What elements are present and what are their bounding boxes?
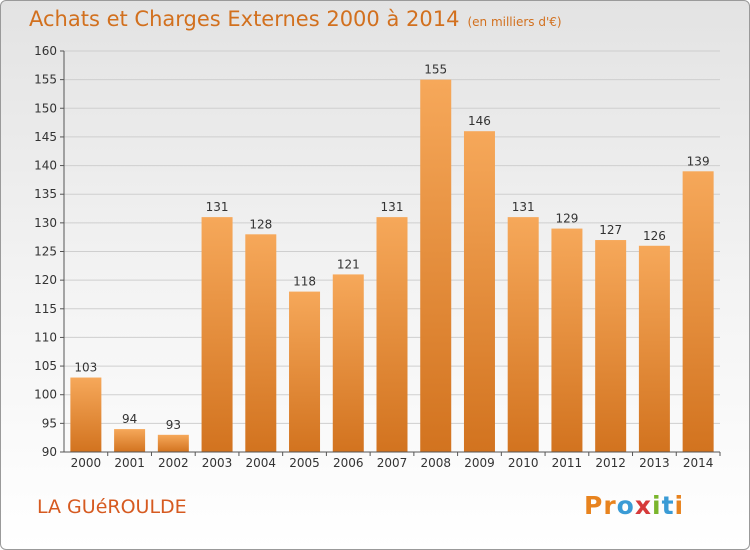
x-tick-label: 2012	[595, 456, 626, 470]
bar	[245, 234, 277, 452]
logo-letter: o	[616, 491, 635, 520]
y-tick-label: 155	[34, 73, 57, 87]
x-tick-label: 2010	[508, 456, 539, 470]
y-tick-label: 115	[34, 302, 57, 316]
bar	[638, 245, 670, 452]
x-tick-label: 2008	[420, 456, 451, 470]
logo-letter: r	[603, 491, 617, 520]
y-tick-label: 160	[34, 44, 57, 58]
x-tick-label: 2003	[202, 456, 233, 470]
logo-letter: i	[674, 491, 685, 520]
bar	[595, 240, 627, 452]
bar-value-label: 129	[555, 212, 578, 226]
y-tick-label: 120	[34, 273, 57, 287]
bar-value-label: 146	[468, 114, 491, 128]
proxiti-logo: Proxiti	[584, 491, 684, 520]
bar-value-label: 118	[293, 275, 316, 289]
chart-title: Achats et Charges Externes 2000 à 2014 (e…	[29, 7, 562, 31]
chart-unit: (en milliers d'€)	[467, 15, 562, 29]
y-tick-label: 95	[42, 416, 57, 430]
x-tick-label: 2011	[552, 456, 583, 470]
bar	[289, 291, 321, 452]
bar-value-label: 121	[337, 257, 360, 271]
x-tick-label: 2009	[464, 456, 495, 470]
x-tick-label: 2005	[289, 456, 320, 470]
y-tick-label: 150	[34, 101, 57, 115]
bar	[332, 274, 364, 452]
y-tick-label: 100	[34, 388, 57, 402]
bar	[201, 217, 233, 452]
bar-value-label: 94	[122, 412, 137, 426]
chart-title-text: Achats et Charges Externes 2000 à 2014	[29, 7, 460, 31]
y-tick-label: 145	[34, 130, 57, 144]
bar-value-label: 131	[381, 200, 404, 214]
bar-value-label: 93	[166, 418, 181, 432]
y-tick-label: 135	[34, 187, 57, 201]
x-tick-label: 2006	[333, 456, 364, 470]
x-tick-label: 2013	[639, 456, 670, 470]
y-tick-label: 125	[34, 245, 57, 259]
bar	[420, 79, 452, 453]
logo-letter: t	[661, 491, 675, 520]
x-tick-label: 2001	[114, 456, 145, 470]
bar-value-label: 139	[687, 154, 710, 168]
bar	[551, 228, 583, 452]
bar	[507, 217, 539, 452]
logo-letter: x	[634, 491, 652, 520]
axes: 90 95 100 105 110 115 120 125 130 135 140 145 150 155…	[34, 44, 721, 470]
bar-value-label: 126	[643, 229, 666, 243]
bar-value-label: 103	[74, 361, 97, 375]
bar-value-label: 155	[424, 63, 447, 77]
logo-letter: i	[652, 491, 662, 520]
bar	[70, 377, 102, 452]
bar	[376, 217, 408, 452]
bar	[682, 171, 714, 453]
x-tick-label: 2002	[158, 456, 189, 470]
y-tick-label: 140	[34, 159, 57, 173]
x-tick-label: 2014	[683, 456, 714, 470]
bars: 103 94 93 131 128 118 121 131 155 146 131 129 127 126…	[70, 63, 714, 453]
y-tick-label: 105	[34, 359, 57, 373]
bar	[463, 131, 495, 452]
y-tick-label: 110	[34, 330, 57, 344]
logo-letter: P	[584, 491, 604, 520]
bar-value-label: 128	[249, 217, 272, 231]
x-tick-label: 2000	[71, 456, 102, 470]
y-tick-label: 130	[34, 216, 57, 230]
bar	[114, 429, 146, 452]
bar	[157, 434, 189, 452]
bar-value-label: 131	[206, 200, 229, 214]
bar-value-label: 127	[599, 223, 622, 237]
commune-name: LA GUéROULDE	[37, 496, 187, 518]
x-tick-label: 2004	[246, 456, 277, 470]
bar-value-label: 131	[512, 200, 535, 214]
x-tick-label: 2007	[377, 456, 408, 470]
y-tick-label: 90	[42, 445, 57, 459]
